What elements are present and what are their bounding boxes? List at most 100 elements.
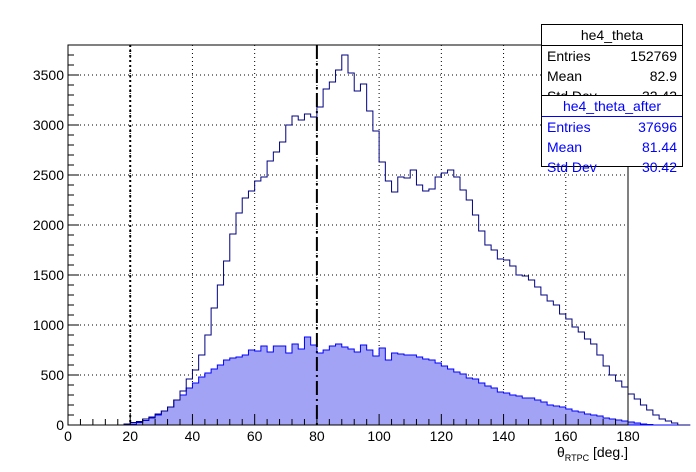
- y-tick-label: 2500: [33, 167, 64, 183]
- histogram-bin: [491, 250, 497, 425]
- stats-label: Std Dev: [547, 159, 597, 175]
- stats-value: 82.9: [649, 68, 677, 84]
- y-tick-label: 0: [56, 417, 64, 433]
- stats-row-entries: Entries 37696: [542, 117, 682, 137]
- histogram-bin: [466, 200, 472, 425]
- stats-label: Mean: [547, 68, 583, 84]
- histogram-bin: [435, 177, 441, 425]
- histogram-bin: [267, 161, 273, 425]
- histogram-bin: [485, 245, 491, 425]
- histogram-bin: [155, 414, 161, 425]
- stats-row-stddev: Std Dev 30.42: [542, 157, 682, 177]
- y-tick-label: 1500: [33, 267, 64, 283]
- x-tick-label: 0: [64, 428, 72, 444]
- histogram-bin: [236, 213, 242, 425]
- histogram-bin: [460, 190, 466, 425]
- histogram-bin: [298, 120, 304, 425]
- stats-row-mean: Mean 81.44: [542, 137, 682, 157]
- x-tick-label: 120: [430, 428, 454, 444]
- histogram-bin: [603, 366, 609, 425]
- histogram-bin: [416, 185, 422, 425]
- histogram-bin: [354, 91, 360, 425]
- histogram-bin: [280, 142, 286, 425]
- histogram-series: [68, 54, 691, 426]
- histogram-bin: [640, 405, 646, 425]
- histogram-bin: [647, 410, 653, 425]
- histogram-bin: [622, 387, 628, 425]
- histogram-bin: [516, 275, 522, 425]
- histogram-bin: [186, 379, 192, 425]
- y-tick-label: 3500: [33, 67, 64, 83]
- histogram-bin: [553, 305, 559, 425]
- histogram-bin: [504, 260, 510, 425]
- histogram-bin: [591, 344, 597, 425]
- histogram-bin: [211, 308, 217, 425]
- histogram-bin: [180, 391, 186, 425]
- stats-value: 30.42: [641, 159, 677, 175]
- histogram-bin: [584, 339, 590, 425]
- histogram-bin: [454, 177, 460, 425]
- histogram-bin: [497, 259, 503, 425]
- histogram-bin: [597, 355, 603, 425]
- x-tick-label: 20: [122, 428, 138, 444]
- histogram-bin: [659, 419, 665, 425]
- stats-value: 152769: [630, 48, 677, 64]
- histogram-bin: [367, 111, 373, 425]
- histogram-bin: [572, 327, 578, 425]
- histogram-bin: [136, 422, 142, 426]
- histogram-bin: [547, 301, 553, 425]
- x-axis-label: θRTPC [deg.]: [557, 444, 628, 463]
- stats-title: he4_theta_after: [542, 96, 682, 117]
- x-tick-label: 180: [616, 428, 640, 444]
- histogram-bin: [373, 131, 379, 425]
- histogram-bin: [336, 70, 342, 425]
- stats-title: he4_theta: [542, 25, 682, 46]
- y-tick-label: 3000: [33, 117, 64, 133]
- histogram-bin: [224, 261, 230, 425]
- x-tick-label: 160: [554, 428, 578, 444]
- histogram-bin: [398, 177, 404, 425]
- histogram-bin: [541, 295, 547, 425]
- cut-lines: [129, 45, 318, 425]
- x-tick-label: 80: [309, 428, 325, 444]
- histogram-bin: [261, 177, 267, 425]
- histogram-bin: [385, 181, 391, 425]
- histogram-bin: [616, 381, 622, 425]
- histogram-bin: [404, 178, 410, 425]
- histogram-bin: [348, 73, 354, 425]
- histogram-bin: [653, 415, 659, 425]
- histogram-bin: [161, 411, 167, 425]
- histogram-bin: [143, 419, 149, 425]
- stats-row-entries: Entries 152769: [542, 46, 682, 66]
- histogram-bin: [323, 89, 329, 425]
- axes: 0 20 40 60 80 100 120 140 160 180 0 500 1000 1500 2000…: [33, 44, 640, 444]
- stats-box-he4-theta-after: he4_theta_after Entries 37696 Mean 81.44…: [541, 95, 683, 175]
- histogram-bin: [192, 370, 198, 425]
- stats-label: Mean: [547, 139, 583, 155]
- histogram-bin: [672, 423, 678, 425]
- histogram-bin: [448, 170, 454, 425]
- histogram-bin: [217, 285, 223, 425]
- histogram-bin: [522, 276, 528, 425]
- histogram-bin: [410, 170, 416, 425]
- x-tick-label: 40: [185, 428, 201, 444]
- histogram-bin: [304, 114, 310, 425]
- histogram-bin: [273, 152, 279, 425]
- y-tick-label: 500: [41, 367, 65, 383]
- histogram-bin: [566, 319, 572, 425]
- stats-value: 81.44: [641, 139, 677, 155]
- series-he4-theta: [68, 54, 691, 426]
- histogram-bin: [248, 191, 254, 425]
- histogram-bin: [628, 394, 634, 425]
- histogram-bin: [441, 173, 447, 425]
- histogram-bin: [255, 181, 261, 425]
- histogram-bin: [578, 332, 584, 425]
- histogram-bin: [472, 215, 478, 425]
- histogram-bin: [609, 375, 615, 425]
- series-he4-theta-after: [68, 336, 691, 426]
- x-tick-label: 60: [247, 428, 263, 444]
- histogram-bin: [535, 287, 541, 425]
- histogram-bin: [205, 335, 211, 425]
- histogram-bin: [429, 189, 435, 425]
